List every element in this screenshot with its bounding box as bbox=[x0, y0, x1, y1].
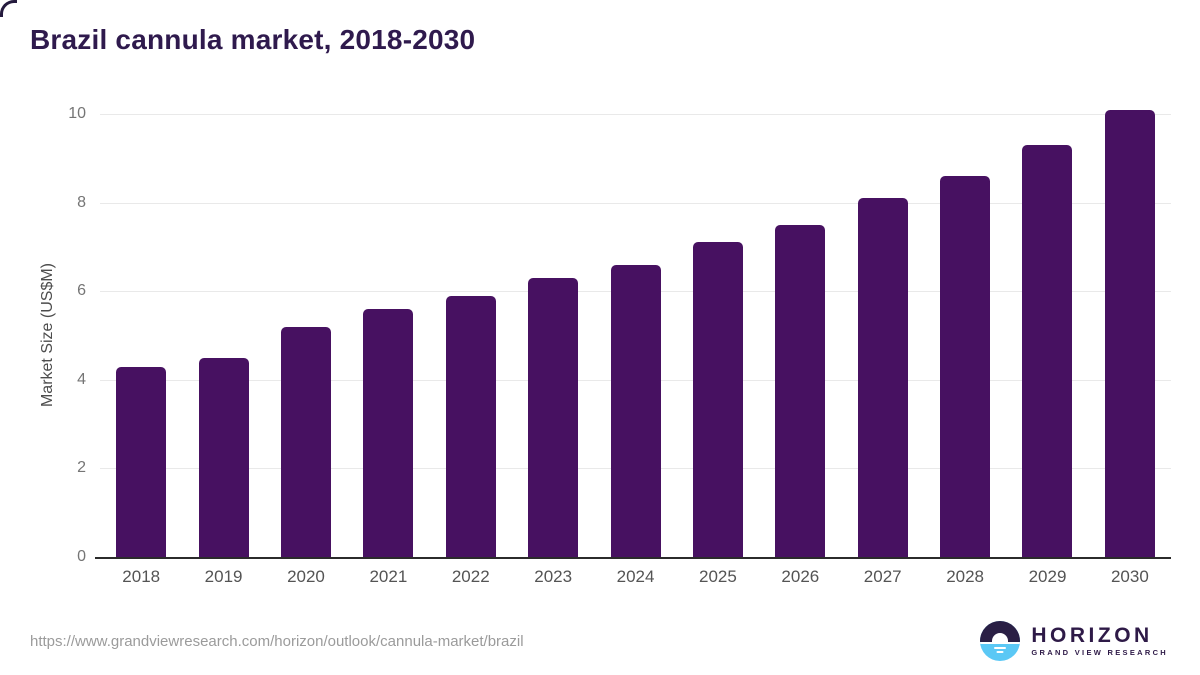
bar-slot-2026 bbox=[759, 114, 841, 557]
x-axis-labels: 2018 2019 2020 2021 2022 2023 2024 2025 2026 2027… bbox=[100, 567, 1171, 587]
y-tick-label-8: 8 bbox=[77, 193, 86, 211]
bar-2026 bbox=[775, 224, 826, 557]
bar-2018 bbox=[116, 366, 167, 557]
logo-ripple bbox=[994, 647, 1007, 649]
y-tick-label-6: 6 bbox=[77, 282, 86, 300]
bar-2021 bbox=[363, 308, 414, 557]
logo-text: HORIZON GRAND VIEW RESEARCH bbox=[1031, 625, 1168, 657]
x-tick-label-2025: 2025 bbox=[699, 567, 737, 586]
logo-ripple bbox=[996, 651, 1004, 653]
x-tick-label-2026: 2026 bbox=[781, 567, 820, 586]
y-tick-label-2: 2 bbox=[77, 459, 86, 477]
x-tick-label-2028: 2028 bbox=[946, 567, 985, 586]
y-tick-label-4: 4 bbox=[77, 370, 86, 388]
gridline-10 bbox=[100, 114, 1171, 115]
bar-2025 bbox=[692, 242, 743, 557]
source-url: https://www.grandviewresearch.com/horizo… bbox=[30, 632, 524, 650]
bar-slot-2028 bbox=[924, 114, 1006, 557]
bar-slot-2027 bbox=[842, 114, 924, 557]
bar-2028 bbox=[940, 176, 991, 557]
bar-2024 bbox=[610, 264, 661, 557]
x-tick-label-2024: 2024 bbox=[616, 567, 655, 586]
chart-title: Brazil cannula market, 2018-2030 bbox=[30, 24, 476, 55]
bar-slot-2024 bbox=[594, 114, 676, 557]
footer: https://www.grandviewresearch.com/horizo… bbox=[30, 616, 1168, 666]
bar-series bbox=[100, 109, 1171, 557]
bar-slot-2019 bbox=[182, 114, 264, 557]
logo-subtitle: GRAND VIEW RESEARCH bbox=[1031, 648, 1168, 658]
bar-slot-2018 bbox=[100, 114, 182, 557]
x-tick-label-2021: 2021 bbox=[369, 567, 408, 586]
bar-slot-2021 bbox=[347, 114, 429, 557]
bar-2019 bbox=[198, 357, 249, 557]
logo-title: HORIZON bbox=[1031, 624, 1153, 648]
gridline-8 bbox=[100, 202, 1171, 204]
y-tick-label-10: 10 bbox=[68, 105, 86, 122]
bar-2030 bbox=[1104, 109, 1155, 557]
bar-slot-2023 bbox=[512, 114, 594, 557]
logo-sun-shape bbox=[992, 633, 1009, 642]
x-tick-label-2022: 2022 bbox=[451, 567, 490, 586]
bar-2023 bbox=[528, 277, 579, 557]
plot-area: 0 2 4 6 8 10 bbox=[68, 105, 1171, 565]
logo-sky-half bbox=[980, 621, 1021, 642]
bar-slot-2029 bbox=[1006, 114, 1088, 557]
card-corner-decoration bbox=[0, 0, 17, 17]
x-axis-line bbox=[95, 557, 1171, 559]
y-tick-label-0: 0 bbox=[77, 548, 86, 565]
logo-horizon-line bbox=[980, 642, 1021, 644]
x-tick-label-2029: 2029 bbox=[1028, 567, 1067, 586]
bar-slot-2022 bbox=[430, 114, 512, 557]
bar-slot-2025 bbox=[677, 114, 759, 557]
horizon-sun-icon bbox=[980, 621, 1021, 661]
horizon-logo: HORIZON GRAND VIEW RESEARCH bbox=[980, 621, 1168, 661]
bar-slot-2020 bbox=[265, 114, 347, 557]
x-tick-label-2020: 2020 bbox=[287, 567, 325, 586]
x-tick-label-2027: 2027 bbox=[863, 567, 902, 586]
bar-slot-2030 bbox=[1089, 109, 1171, 557]
bar-2020 bbox=[280, 326, 331, 557]
x-tick-label-2019: 2019 bbox=[204, 567, 243, 586]
x-tick-label-2023: 2023 bbox=[534, 567, 573, 586]
x-tick-label-2030: 2030 bbox=[1110, 567, 1149, 586]
bar-2022 bbox=[445, 295, 496, 557]
bar-2027 bbox=[857, 198, 908, 557]
x-tick-label-2018: 2018 bbox=[122, 567, 161, 586]
bar-2029 bbox=[1022, 145, 1073, 557]
